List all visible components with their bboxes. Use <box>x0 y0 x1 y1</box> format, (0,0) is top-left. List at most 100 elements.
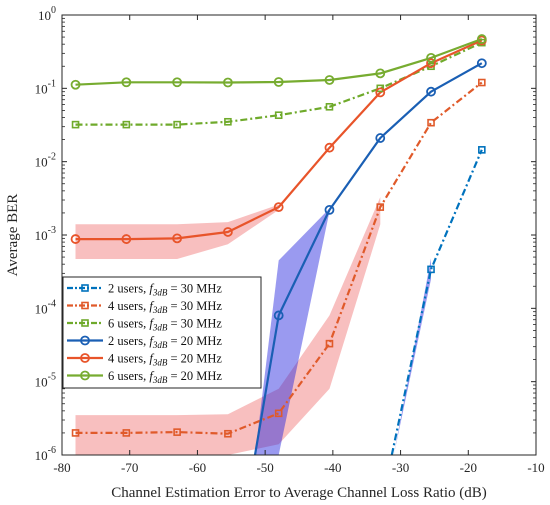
legend-count: 4 users, <box>108 352 149 366</box>
y-tick-exp: -4 <box>48 298 56 309</box>
legend-symbol: f <box>149 352 154 366</box>
legend-subscript: 3dB <box>152 305 168 315</box>
y-tick-base: 10 <box>35 448 48 463</box>
series-3-band <box>255 208 330 455</box>
series-4-point <box>70 234 81 244</box>
legend-symbol: f <box>149 299 154 313</box>
series-2-point <box>122 120 131 129</box>
series-1-point <box>274 409 283 418</box>
x-axis-label: Channel Estimation Error to Average Chan… <box>111 485 486 501</box>
legend-count: 6 users, <box>108 369 149 383</box>
y-tick-base: 10 <box>35 301 48 316</box>
y-tick-exp: 0 <box>51 5 56 16</box>
y-tick-base: 10 <box>35 155 48 170</box>
y-tick-label: 10-3 <box>35 225 56 243</box>
legend-subscript: 3dB <box>152 340 168 350</box>
series-0-point <box>478 146 486 154</box>
legend-subscript: 3dB <box>152 358 168 368</box>
series-1-point <box>224 429 232 438</box>
series-5-point <box>324 75 335 85</box>
legend-entry-1: 4 users, f3dB = 30 MHz <box>108 299 222 315</box>
legend-rest: = 30 MHz <box>167 282 222 296</box>
legend-entry-4: 4 users, f3dB = 20 MHz <box>108 352 222 368</box>
series-1-point <box>427 118 435 127</box>
x-tick-label: -30 <box>392 460 409 475</box>
series-0-line <box>390 149 483 455</box>
y-tick-exp: -2 <box>48 152 56 163</box>
y-tick-exp: -5 <box>48 372 56 383</box>
series-5-point <box>476 34 487 44</box>
y-tick-label: 10-5 <box>35 372 56 390</box>
series-2-point <box>224 117 232 126</box>
series-5-point <box>172 77 183 88</box>
series-3-point <box>476 58 487 69</box>
series-3-point <box>375 133 386 143</box>
series-4-point <box>324 142 335 153</box>
legend-count: 2 users, <box>108 334 149 348</box>
series-1-point <box>325 339 334 348</box>
legend-swatch-marker <box>81 319 89 327</box>
y-tick-label: 10-6 <box>35 445 56 463</box>
series-markers <box>70 34 487 438</box>
y-tick-base: 10 <box>35 375 48 390</box>
series-5-point <box>426 53 436 63</box>
x-tick-label: -60 <box>189 460 206 475</box>
x-tick-label: -70 <box>121 460 138 475</box>
legend-entry-2: 6 users, f3dB = 30 MHz <box>108 317 222 333</box>
series-1-point <box>376 203 385 211</box>
series-4-point <box>273 202 284 213</box>
series-4-point <box>222 227 233 237</box>
legend-symbol: f <box>149 334 154 348</box>
series-1-point <box>122 429 131 437</box>
legend-entry-3: 2 users, f3dB = 20 MHz <box>108 334 222 350</box>
legend-rest: = 30 MHz <box>167 299 222 313</box>
y-tick-label: 100 <box>38 5 56 23</box>
y-tick-base: 10 <box>38 8 51 23</box>
legend-subscript: 3dB <box>152 288 168 298</box>
legend-box <box>62 276 262 389</box>
legend-subscript: 3dB <box>152 323 168 333</box>
y-tick-exp: -3 <box>48 225 56 236</box>
x-tick-label: -50 <box>256 460 273 475</box>
legend-swatch-marker <box>80 370 90 381</box>
series-1-point <box>71 429 80 437</box>
series-2-point <box>173 120 181 129</box>
legend-swatch-marker <box>81 301 89 310</box>
series-2-point <box>325 102 334 111</box>
legend-symbol: f <box>149 369 154 383</box>
legend-rest: = 20 MHz <box>167 334 222 348</box>
legend-rest: = 20 MHz <box>167 369 222 383</box>
series-2-point <box>71 120 80 129</box>
legend-entry-5: 6 users, f3dB = 20 MHz <box>108 369 222 385</box>
series-2-point <box>274 111 283 120</box>
series-4-point <box>121 234 132 244</box>
legend-entry-0: 2 users, f3dB = 30 MHz <box>108 282 222 298</box>
legend-subscript: 3dB <box>152 375 168 385</box>
series-1-point <box>478 78 486 87</box>
series-4-point <box>172 233 183 244</box>
legend-swatch-marker <box>81 284 89 292</box>
legend-symbol: f <box>149 282 154 296</box>
legend-rest: = 30 MHz <box>167 317 222 331</box>
legend-swatch-marker <box>80 335 90 346</box>
series-5-point <box>222 77 233 88</box>
series-5-point <box>70 79 81 90</box>
y-tick-label: 10-1 <box>35 78 56 96</box>
legend-count: 6 users, <box>108 317 149 331</box>
series-5-point <box>375 68 386 79</box>
legend-count: 4 users, <box>108 299 149 313</box>
x-tick-label: -20 <box>460 460 477 475</box>
x-tick-label: -40 <box>324 460 341 475</box>
legend-count: 2 users, <box>108 282 149 296</box>
series-1-point <box>173 428 181 436</box>
x-axis-ticks: -80 -70 -60 -50 -40 -30 -20 -10 <box>53 15 545 475</box>
series-4-band <box>75 204 279 259</box>
series-4-point <box>426 58 436 69</box>
y-tick-base: 10 <box>35 228 48 243</box>
y-tick-label: 10-4 <box>35 298 56 316</box>
series-0-point <box>427 265 435 274</box>
confidence-bands <box>75 197 431 455</box>
legend-swatch-marker <box>80 353 90 363</box>
